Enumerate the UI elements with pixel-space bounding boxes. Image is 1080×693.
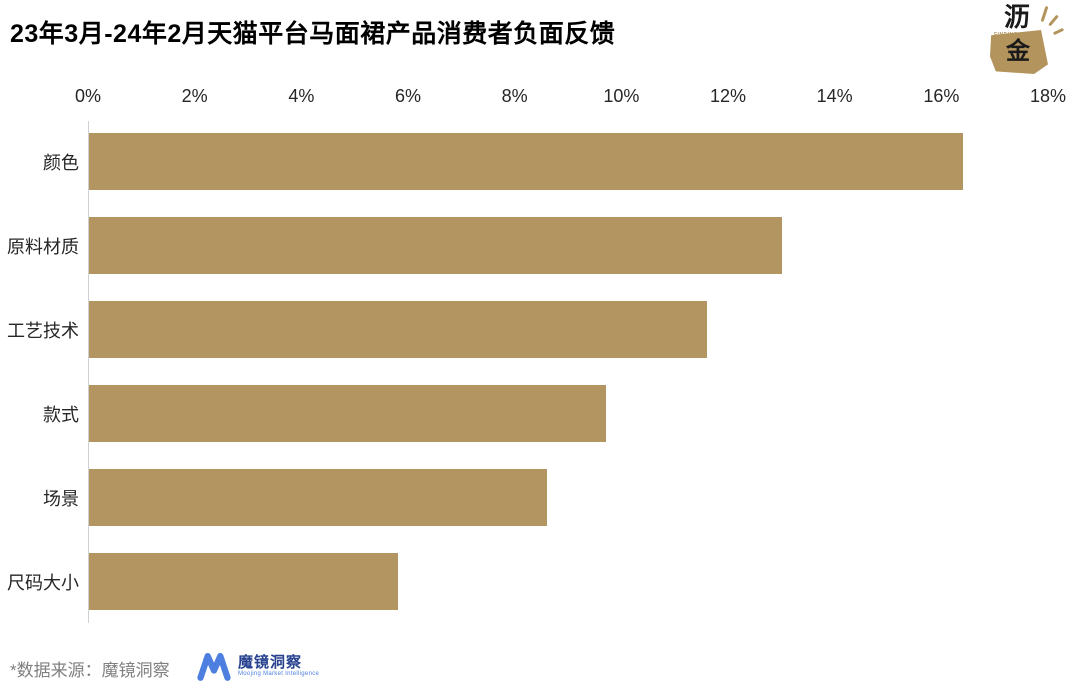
category-label: 工艺技术 <box>7 320 79 341</box>
x-axis-tick-label: 14% <box>816 86 853 106</box>
bar <box>89 469 548 526</box>
category-label: 颜色 <box>43 152 79 173</box>
bar-row: 款式 <box>43 385 1048 442</box>
lijin-logo: 沥 FINDING GOLD 金 <box>984 2 1065 76</box>
category-label: 尺码大小 <box>7 572 79 593</box>
bar-row: 场景 <box>43 469 1048 526</box>
x-axis-tick-label: 6% <box>394 86 421 106</box>
x-axis-tick-label: 8% <box>501 86 528 106</box>
x-axis-tick-label: 16% <box>923 86 960 106</box>
bar <box>89 301 708 358</box>
bar-row: 尺码大小 <box>7 553 1048 610</box>
data-source-note: *数据来源：魔镜洞察 <box>10 661 170 680</box>
spark-ray-icon <box>1040 5 1049 23</box>
x-axis-tick-label: 10% <box>603 86 640 106</box>
bar <box>89 217 782 274</box>
spark-ray-icon <box>1048 14 1059 27</box>
x-axis-tick-label: 4% <box>288 86 315 106</box>
bar-row: 颜色 <box>43 133 1048 190</box>
moojing-tagline: Moojing Market Intelligence <box>238 671 320 678</box>
lijin-char-bottom: 金 <box>1006 38 1030 65</box>
moojing-m-icon <box>197 652 231 681</box>
category-label: 原料材质 <box>7 236 79 257</box>
lijin-subtitle: FINDING GOLD <box>994 32 1037 38</box>
category-label: 款式 <box>43 404 79 425</box>
x-axis-tick-label: 12% <box>709 86 746 106</box>
moojing-name: 魔镜洞察 <box>238 653 303 671</box>
moojing-logo: 魔镜洞察 Moojing Market Intelligence <box>196 650 319 682</box>
lijin-char-top: 沥 <box>1004 2 1031 32</box>
x-axis-tick-label: 2% <box>181 86 208 106</box>
bar <box>89 133 963 190</box>
bar-row: 工艺技术 <box>7 301 1048 358</box>
x-axis-ticks: 0% 2% 4% 6% 8% 10% 12% 14% 16% 18% <box>75 86 1066 110</box>
bar-row: 原料材质 <box>7 217 1048 274</box>
spark-ray-icon <box>1052 27 1065 36</box>
lijin-gold-shape-icon <box>990 30 1048 74</box>
x-axis-tick-label: 18% <box>1029 86 1067 106</box>
category-label: 场景 <box>43 488 79 509</box>
page-title: 23年3月-24年2月天猫平台马面裙产品消费者负面反馈 <box>10 20 616 48</box>
bar-chart-plot-area: 颜色原料材质工艺技术款式场景尺码大小 <box>7 121 1048 623</box>
bar <box>89 385 606 442</box>
bar <box>89 553 398 610</box>
x-axis-tick-label: 0% <box>74 86 102 106</box>
